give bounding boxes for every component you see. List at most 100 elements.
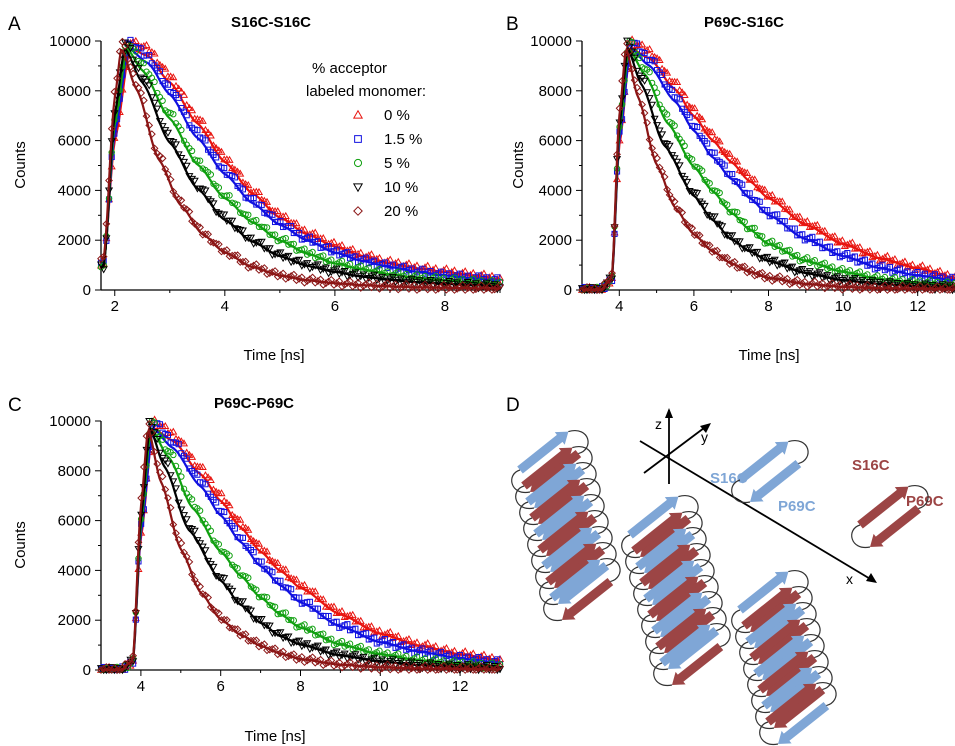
data-point (273, 558, 282, 566)
data-point (244, 180, 253, 189)
loop-connector (808, 650, 829, 675)
data-point (764, 207, 771, 214)
fit-line (582, 46, 955, 292)
loop-connector (743, 657, 763, 681)
y-tick-label: 10000 (530, 33, 572, 50)
data-point (221, 508, 228, 516)
fit-line (101, 427, 501, 672)
data-point (194, 127, 201, 134)
data-point (351, 651, 360, 659)
data-point (198, 116, 207, 124)
beta-strand-arrow (631, 512, 683, 555)
data-point (359, 271, 368, 279)
data-point (429, 281, 437, 290)
data-point (669, 86, 676, 93)
loop-connector (519, 501, 539, 525)
data-point (825, 280, 834, 289)
data-point (233, 167, 242, 175)
loop-connector (792, 586, 813, 611)
y-axis-arrowhead (700, 423, 711, 433)
data-point (745, 244, 754, 252)
data-point (676, 96, 683, 103)
data-point (900, 257, 909, 265)
data-point (455, 283, 464, 291)
data-point (885, 278, 894, 286)
beta-strand-arrow (655, 608, 707, 651)
data-point (171, 141, 181, 149)
data-point (284, 633, 293, 641)
data-point (300, 580, 309, 588)
beta-strand-arrow (549, 559, 601, 602)
data-point (348, 610, 357, 618)
data-point (295, 637, 304, 645)
data-point (257, 238, 266, 246)
data-point (249, 261, 258, 270)
data-point (134, 65, 143, 73)
data-point (329, 237, 339, 245)
loop-connector (543, 597, 563, 621)
data-point (751, 224, 758, 232)
loop-connector (731, 479, 751, 503)
x-tick-label: 12 (452, 678, 469, 695)
data-point (161, 64, 170, 72)
data-point (276, 249, 285, 257)
data-point (763, 253, 772, 261)
data-point (721, 162, 728, 169)
data-point (204, 473, 213, 481)
data-point (258, 558, 265, 565)
data-point (244, 525, 253, 533)
data-point (375, 284, 384, 293)
data-point (225, 623, 234, 632)
loop-connector (637, 598, 657, 622)
data-point (179, 439, 189, 447)
data-point (636, 54, 643, 62)
data-point (843, 281, 852, 290)
series-5 (97, 420, 504, 674)
x-tick-label: 8 (441, 298, 449, 315)
beta-strand-arrow (737, 571, 789, 614)
data-point (196, 582, 204, 591)
data-point (288, 222, 295, 230)
series-4 (96, 417, 505, 675)
y-tick-label: 6000 (58, 513, 91, 530)
data-point (313, 642, 322, 650)
data-point (320, 630, 327, 637)
data-point (423, 639, 432, 647)
data-point (753, 248, 762, 257)
data-point (169, 73, 178, 81)
data-point (950, 272, 955, 280)
data-point (388, 273, 397, 281)
x-tick-label: 6 (217, 678, 225, 695)
data-point (226, 192, 233, 199)
data-point (735, 238, 744, 246)
y-tick-label: 2000 (58, 232, 91, 249)
data-point (340, 650, 349, 658)
data-point (396, 658, 405, 666)
y-tick-label: 10000 (49, 33, 91, 50)
data-point (773, 273, 782, 282)
loop-connector (653, 662, 673, 686)
beta-strand-arrow (762, 638, 814, 680)
data-point (258, 201, 265, 209)
loop-connector (698, 575, 719, 600)
beta-strand-arrow (627, 496, 679, 539)
data-point (653, 154, 662, 163)
loop-connector (539, 581, 559, 605)
data-point (850, 275, 859, 283)
data-point (164, 81, 172, 88)
data-point (132, 48, 140, 55)
data-point (680, 90, 689, 99)
beta-strand-arrow (541, 527, 593, 570)
data-point (262, 547, 272, 555)
data-point (238, 227, 247, 235)
data-point (760, 185, 769, 193)
data-point (169, 139, 178, 147)
data-point (756, 198, 763, 205)
data-point (269, 569, 276, 576)
fit-line (101, 426, 501, 672)
chart-title: P69C-P69C (214, 395, 294, 412)
data-point (455, 664, 464, 672)
legend-marker (354, 135, 362, 143)
data-point (187, 106, 197, 114)
data-point (690, 189, 699, 197)
